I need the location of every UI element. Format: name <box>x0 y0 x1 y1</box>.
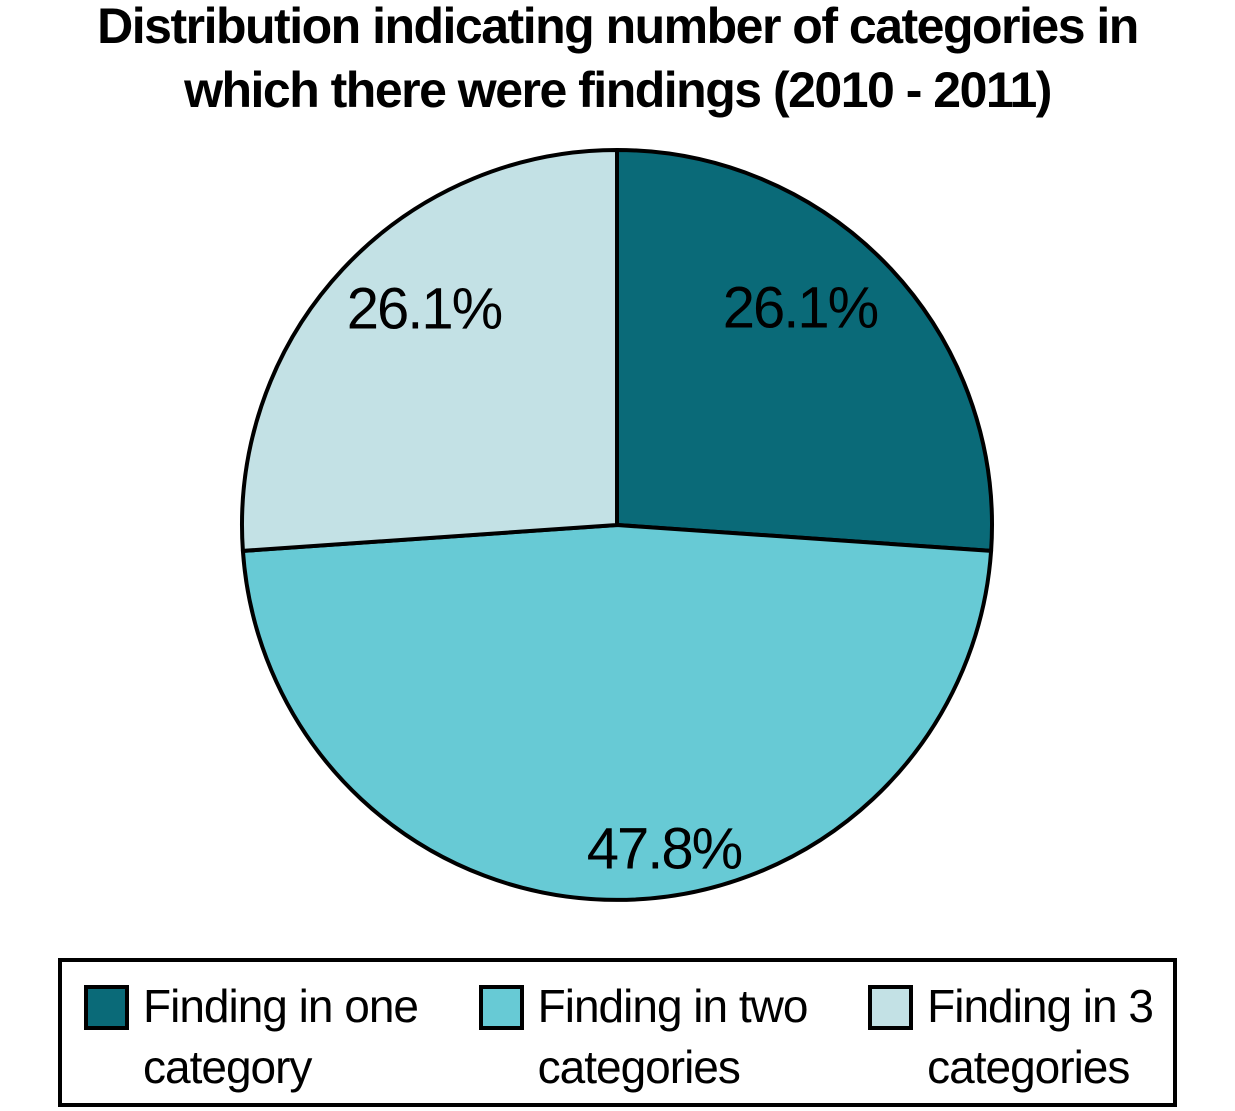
legend-label-one-category: Finding in one category <box>143 976 419 1098</box>
legend-label-three-categories: Finding in 3 categories <box>927 976 1154 1098</box>
legend-swatch-one-category <box>84 985 129 1030</box>
legend-label-line2: category <box>143 1041 312 1093</box>
legend-label-line1: Finding in 3 <box>927 980 1154 1032</box>
legend-item-two-categories: Finding in two categories <box>478 976 809 1098</box>
legend-label-line2: categories <box>537 1041 741 1093</box>
legend-item-three-categories: Finding in 3 categories <box>868 976 1154 1098</box>
chart-title-line2: which there were findings (2010 - 2011) <box>184 62 1052 118</box>
legend-swatch-two-categories <box>478 985 524 1030</box>
legend-label-line1: Finding in one <box>143 980 419 1032</box>
legend-swatch-three-categories <box>868 985 914 1030</box>
slice-label-three-categories: 26.1% <box>346 276 503 342</box>
pie-slice-one-category <box>615 148 994 553</box>
slice-label-two-categories: 47.8% <box>586 816 743 882</box>
chart-title-line1: Distribution indicating number of catego… <box>97 0 1139 54</box>
slice-label-one-category: 26.1% <box>722 275 879 341</box>
chart-title: Distribution indicating number of catego… <box>0 0 1235 122</box>
legend-label-line1: Finding in two <box>537 980 809 1032</box>
legend: Finding in one category Finding in two c… <box>58 958 1177 1107</box>
legend-item-one-category: Finding in one category <box>84 976 419 1098</box>
legend-label-two-categories: Finding in two categories <box>537 976 809 1098</box>
pie-slice-three-categories <box>240 148 619 553</box>
pie-slice-two-categories <box>240 523 994 902</box>
legend-label-line2: categories <box>927 1041 1130 1093</box>
